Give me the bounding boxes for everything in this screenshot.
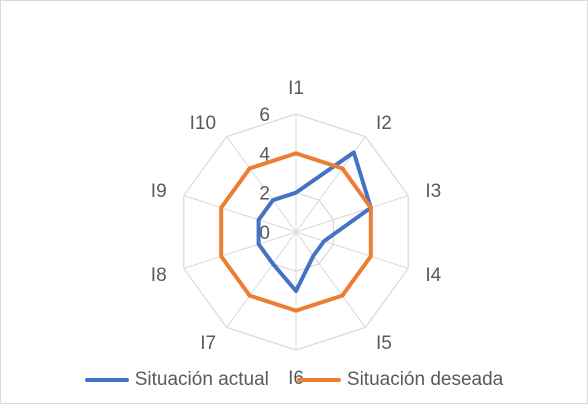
category-label-i7: I7 xyxy=(200,333,216,354)
radial-tick-labels: 0 2 4 6 xyxy=(259,105,270,244)
category-labels: I1 I2 I3 I4 I5 I6 I7 I8 I9 I10 xyxy=(151,78,442,389)
legend-item-actual: Situación actual xyxy=(84,369,269,391)
legend-label-actual: Situación actual xyxy=(134,369,269,390)
category-label-i4: I4 xyxy=(425,265,441,286)
series-lines xyxy=(219,150,373,313)
grid-spoke-i7 xyxy=(226,231,297,328)
category-label-i10: I10 xyxy=(190,113,216,134)
category-label-i2: I2 xyxy=(376,113,392,134)
legend-swatch-actual xyxy=(84,378,129,382)
category-label-i8: I8 xyxy=(151,265,167,286)
grid-spoke-i4 xyxy=(295,231,409,269)
grid-spoke-i10 xyxy=(226,136,297,233)
grid-spoke-i3 xyxy=(295,195,409,233)
grid-spoke-i9 xyxy=(183,195,297,233)
legend-item-deseada: Situación deseada xyxy=(296,369,504,391)
grid-spoke-i8 xyxy=(183,231,297,269)
radar-grid xyxy=(183,113,409,351)
tick-label-4: 4 xyxy=(259,144,270,165)
series-line-actual xyxy=(256,150,373,293)
category-label-i5: I5 xyxy=(376,333,392,354)
series-line-deseada xyxy=(219,151,373,313)
category-label-i1: I1 xyxy=(288,78,304,99)
category-label-i3: I3 xyxy=(425,181,441,202)
tick-label-0: 0 xyxy=(259,223,270,244)
grid-spoke-i5 xyxy=(295,231,366,328)
tick-label-6: 6 xyxy=(259,105,270,126)
legend-label-deseada: Situación deseada xyxy=(346,369,504,390)
category-label-i6: I6 xyxy=(288,368,304,389)
legend: Situación actual Situación deseada xyxy=(1,364,587,396)
category-label-i9: I9 xyxy=(151,181,167,202)
tick-label-2: 2 xyxy=(259,184,270,205)
legend-swatch-deseada xyxy=(296,378,341,382)
